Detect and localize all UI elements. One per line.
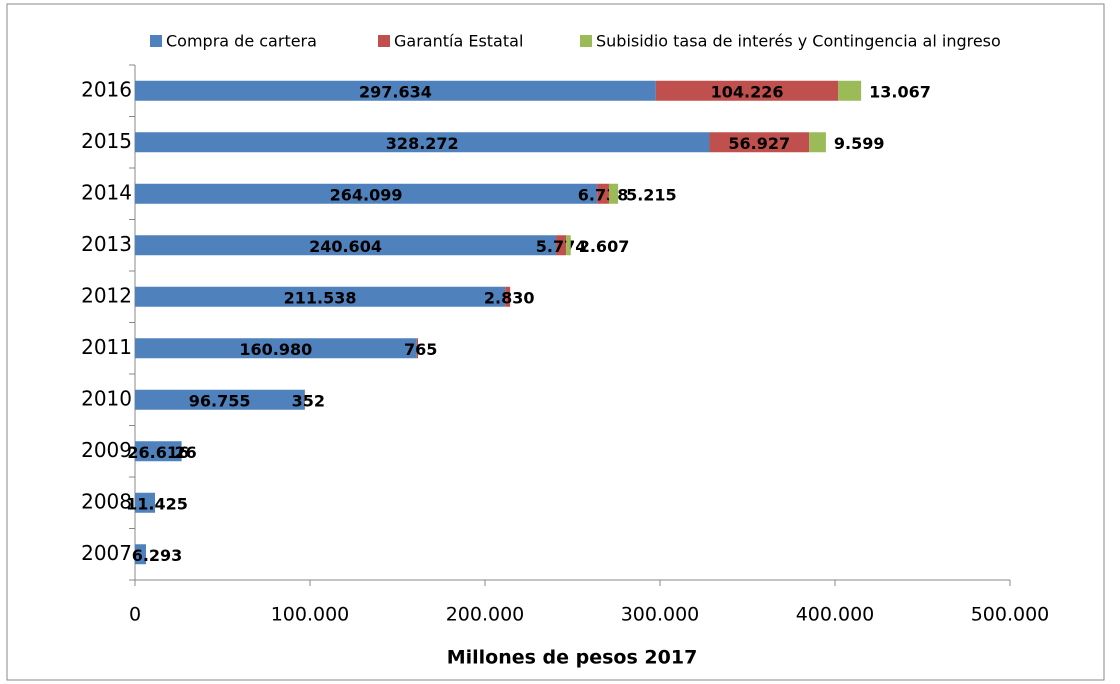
data-label: 56.927 (728, 134, 790, 153)
bar-segment (838, 80, 862, 101)
data-label: 9.599 (834, 134, 885, 153)
legend-swatch (150, 35, 162, 47)
x-tick-label: 0 (129, 604, 141, 626)
bar-segment (135, 389, 305, 410)
data-label: 2.830 (484, 288, 535, 307)
data-label: 765 (404, 340, 437, 359)
bar-segment (597, 183, 609, 204)
bar-segment (135, 338, 417, 359)
data-label: 160.980 (239, 340, 312, 359)
data-label: 2.607 (579, 237, 630, 256)
y-tick-label: 2014 (81, 180, 132, 204)
data-label: 6.738 (578, 185, 629, 204)
bar-segment (135, 441, 182, 462)
data-label: 13.067 (869, 82, 931, 101)
data-label: 264.099 (330, 185, 403, 204)
bar-segment (135, 492, 155, 513)
bar-segment (655, 80, 839, 101)
y-tick-label: 2009 (81, 438, 132, 462)
data-label: 352 (292, 391, 325, 410)
bar-segment (135, 235, 557, 256)
legend-label: Garantía Estatal (394, 32, 523, 51)
chart-border (6, 3, 1105, 681)
data-label: 211.538 (284, 288, 357, 307)
bar-segment (709, 132, 810, 153)
bar-segment (135, 132, 710, 153)
y-tick-label: 2011 (81, 335, 132, 359)
data-label: 5.215 (626, 185, 677, 204)
data-label: 240.604 (309, 237, 382, 256)
data-label: 5.774 (536, 237, 587, 256)
data-label: 6.293 (132, 546, 183, 565)
x-tick-label: 200.000 (446, 604, 525, 626)
x-tick-label: 500.000 (971, 604, 1050, 626)
x-tick-label: 400.000 (796, 604, 875, 626)
data-label: 104.226 (711, 82, 784, 101)
data-label: 328.272 (386, 134, 459, 153)
data-label: 26 (174, 443, 196, 462)
x-tick-label: 100.000 (271, 604, 350, 626)
bar-segment (608, 183, 619, 204)
y-tick-label: 2016 (81, 77, 132, 101)
bar-segment (135, 286, 506, 307)
bar-segment (304, 389, 305, 410)
y-tick-label: 2013 (81, 232, 132, 256)
bar-segment (556, 235, 567, 256)
data-label: 26.616 (127, 443, 189, 462)
bar-segment (135, 544, 147, 565)
data-label: 11.425 (126, 494, 188, 513)
bar-segment (505, 286, 511, 307)
y-tick-label: 2007 (81, 541, 132, 565)
x-axis-title: Millones de pesos 2017 (447, 647, 698, 669)
data-label: 96.755 (189, 391, 251, 410)
x-tick-label: 300.000 (621, 604, 700, 626)
bar-segment (135, 80, 656, 101)
data-label: 297.634 (359, 82, 432, 101)
legend-swatch (580, 35, 592, 47)
y-tick-label: 2010 (81, 386, 132, 410)
legend-swatch (378, 35, 390, 47)
bar-segment (566, 235, 571, 256)
bar-segment (416, 338, 419, 359)
y-tick-label: 2015 (81, 129, 132, 153)
y-tick-label: 2012 (81, 283, 132, 307)
bar-segment (135, 183, 598, 204)
legend-label: Subisidio tasa de interés y Contingencia… (596, 32, 1001, 51)
y-tick-label: 2008 (81, 489, 132, 513)
legend-label: Compra de cartera (166, 32, 317, 51)
bar-segment (809, 132, 826, 153)
